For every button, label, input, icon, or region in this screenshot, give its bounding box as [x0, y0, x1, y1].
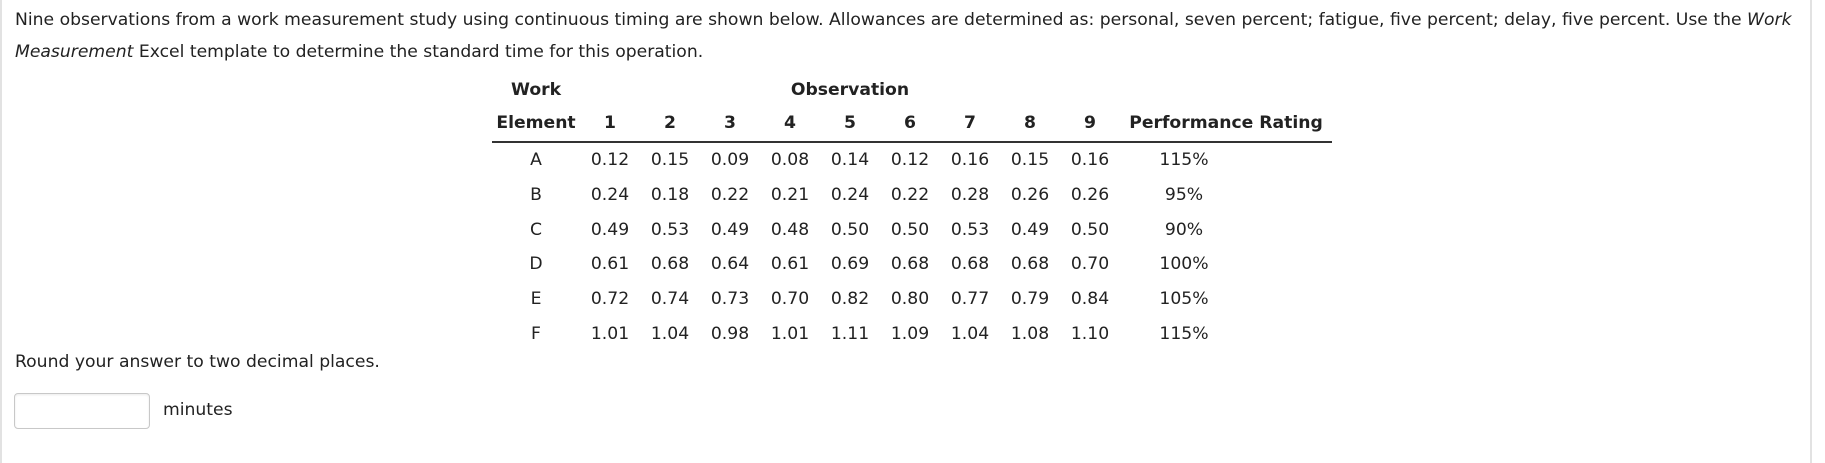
header-performance-rating: Performance Rating [1120, 105, 1332, 142]
table-header-row-top: Work Observation [492, 75, 1332, 105]
observation-cell: 1.01 [580, 316, 640, 351]
element-cell: E [492, 282, 580, 317]
observation-cell: 0.61 [760, 247, 820, 282]
header-work: Work [492, 75, 580, 105]
observation-cell: 0.48 [760, 212, 820, 247]
rating-cell: 115% [1120, 142, 1332, 178]
element-cell: C [492, 212, 580, 247]
observation-cell: 0.50 [1060, 212, 1120, 247]
observation-cell: 0.21 [760, 178, 820, 213]
element-cell: D [492, 247, 580, 282]
observation-cell: 1.01 [760, 316, 820, 351]
observation-cell: 0.49 [700, 212, 760, 247]
observation-cell: 0.50 [820, 212, 880, 247]
header-obs-7: 7 [940, 105, 1000, 142]
observation-cell: 0.53 [940, 212, 1000, 247]
observation-table: Work Observation Element 1 2 3 4 5 6 7 8… [492, 75, 1332, 351]
observation-cell: 0.79 [1000, 282, 1060, 317]
question-text-part2: Excel template to determine the standard… [133, 42, 703, 62]
observation-cell: 1.10 [1060, 316, 1120, 351]
header-observation: Observation [580, 75, 1120, 105]
answer-input[interactable] [14, 393, 150, 429]
observation-cell: 0.70 [760, 282, 820, 317]
observation-cell: 0.15 [640, 142, 700, 178]
observation-cell: 1.09 [880, 316, 940, 351]
answer-unit-label: minutes [163, 400, 233, 420]
observation-cell: 0.18 [640, 178, 700, 213]
observation-cell: 1.04 [640, 316, 700, 351]
table-row: E 0.72 0.74 0.73 0.70 0.82 0.80 0.77 0.7… [492, 282, 1332, 317]
observation-cell: 0.61 [580, 247, 640, 282]
observation-cell: 0.68 [1000, 247, 1060, 282]
observation-cell: 0.77 [940, 282, 1000, 317]
header-obs-9: 9 [1060, 105, 1120, 142]
header-element: Element [492, 105, 580, 142]
table-row: C 0.49 0.53 0.49 0.48 0.50 0.50 0.53 0.4… [492, 212, 1332, 247]
rating-cell: 90% [1120, 212, 1332, 247]
question-paragraph: Nine observations from a work measuremen… [15, 4, 1815, 68]
element-cell: A [492, 142, 580, 178]
observation-cell: 0.14 [820, 142, 880, 178]
observation-cell: 0.16 [1060, 142, 1120, 178]
observation-cell: 0.28 [940, 178, 1000, 213]
observation-cell: 0.82 [820, 282, 880, 317]
observation-cell: 1.08 [1000, 316, 1060, 351]
observation-cell: 0.73 [700, 282, 760, 317]
observation-cell: 0.24 [580, 178, 640, 213]
observation-cell: 0.72 [580, 282, 640, 317]
observation-cell: 0.53 [640, 212, 700, 247]
observation-cell: 0.26 [1000, 178, 1060, 213]
observation-cell: 0.22 [700, 178, 760, 213]
observation-cell: 0.69 [820, 247, 880, 282]
observation-cell: 0.09 [700, 142, 760, 178]
header-obs-3: 3 [700, 105, 760, 142]
observation-cell: 0.80 [880, 282, 940, 317]
question-text: Nine observations from a work measuremen… [15, 4, 1815, 68]
observation-cell: 0.84 [1060, 282, 1120, 317]
observation-cell: 0.68 [880, 247, 940, 282]
observation-cell: 0.49 [580, 212, 640, 247]
observation-cell: 0.68 [940, 247, 1000, 282]
observation-cell: 0.70 [1060, 247, 1120, 282]
observation-cell: 1.11 [820, 316, 880, 351]
element-cell: F [492, 316, 580, 351]
header-obs-8: 8 [1000, 105, 1060, 142]
observation-cell: 0.22 [880, 178, 940, 213]
observation-cell: 0.49 [1000, 212, 1060, 247]
header-obs-2: 2 [640, 105, 700, 142]
observation-cell: 0.68 [640, 247, 700, 282]
rating-cell: 115% [1120, 316, 1332, 351]
observation-cell: 0.15 [1000, 142, 1060, 178]
table-row: A 0.12 0.15 0.09 0.08 0.14 0.12 0.16 0.1… [492, 142, 1332, 178]
observation-cell: 0.12 [880, 142, 940, 178]
question-text-part1: Nine observations from a work measuremen… [15, 10, 1747, 30]
table-row: F 1.01 1.04 0.98 1.01 1.11 1.09 1.04 1.0… [492, 316, 1332, 351]
table-row: B 0.24 0.18 0.22 0.21 0.24 0.22 0.28 0.2… [492, 178, 1332, 213]
observation-cell: 0.08 [760, 142, 820, 178]
observation-cell: 0.74 [640, 282, 700, 317]
observation-cell: 0.50 [880, 212, 940, 247]
header-obs-4: 4 [760, 105, 820, 142]
rating-cell: 105% [1120, 282, 1332, 317]
element-cell: B [492, 178, 580, 213]
observation-cell: 0.12 [580, 142, 640, 178]
header-obs-1: 1 [580, 105, 640, 142]
table-row: D 0.61 0.68 0.64 0.61 0.69 0.68 0.68 0.6… [492, 247, 1332, 282]
observation-cell: 0.24 [820, 178, 880, 213]
observation-cell: 0.98 [700, 316, 760, 351]
rating-cell: 100% [1120, 247, 1332, 282]
observation-cell: 0.26 [1060, 178, 1120, 213]
header-obs-6: 6 [880, 105, 940, 142]
header-obs-5: 5 [820, 105, 880, 142]
observation-cell: 0.64 [700, 247, 760, 282]
observation-cell: 0.16 [940, 142, 1000, 178]
table-header-row-bottom: Element 1 2 3 4 5 6 7 8 9 Performance Ra… [492, 105, 1332, 142]
rating-cell: 95% [1120, 178, 1332, 213]
rounding-instruction: Round your answer to two decimal places. [15, 352, 380, 372]
observation-cell: 1.04 [940, 316, 1000, 351]
